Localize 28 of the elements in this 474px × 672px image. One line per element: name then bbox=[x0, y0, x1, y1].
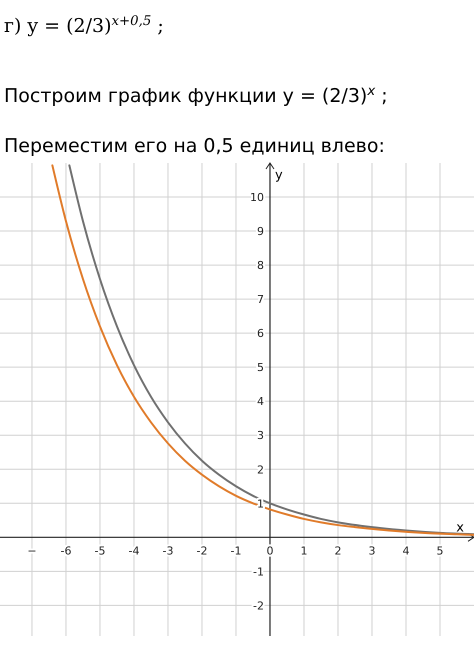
y-tick-label: 7 bbox=[256, 293, 264, 306]
y-tick-label: 4 bbox=[256, 395, 264, 408]
x-axis-title: x bbox=[456, 520, 464, 536]
x-tick-label: -3 bbox=[162, 544, 174, 558]
y-tick-label: 6 bbox=[256, 327, 264, 340]
x-tick-label: -1 bbox=[230, 544, 242, 558]
x-tick-label: 1 bbox=[300, 544, 308, 558]
x-tick-label: 4 bbox=[402, 544, 410, 558]
y-tick-label: 9 bbox=[256, 225, 264, 238]
x-tick-label: 2 bbox=[334, 544, 342, 558]
y-tick-label: 8 bbox=[256, 259, 264, 272]
y-tick-label: -1 bbox=[253, 565, 264, 578]
x-tick-label: − bbox=[27, 544, 37, 558]
x-tick-label: 3 bbox=[368, 544, 376, 558]
y-tick-label: 2 bbox=[256, 463, 264, 476]
y-tick-label: 3 bbox=[256, 429, 264, 442]
x-tick-label: -2 bbox=[196, 544, 208, 558]
y-tick-label: -2 bbox=[253, 599, 264, 612]
y-tick-label: 10 bbox=[250, 191, 264, 204]
y-tick-label: 5 bbox=[256, 361, 264, 374]
x-tick-label: -5 bbox=[94, 544, 106, 558]
chart-title: г) y = (2/3)$^{x+0,5}$ ; bbox=[4, 14, 164, 37]
x-tick-label: -4 bbox=[128, 544, 140, 558]
chart-subtitle: Построим график функции y = (2/3)$^{x}$ ; bbox=[4, 84, 388, 107]
x-tick-label: -6 bbox=[60, 544, 72, 558]
y-axis-title: y bbox=[274, 168, 283, 183]
text: Переместим его на 0,5 единиц влево: bbox=[4, 135, 385, 157]
x-tick-label: 5 bbox=[436, 544, 444, 558]
